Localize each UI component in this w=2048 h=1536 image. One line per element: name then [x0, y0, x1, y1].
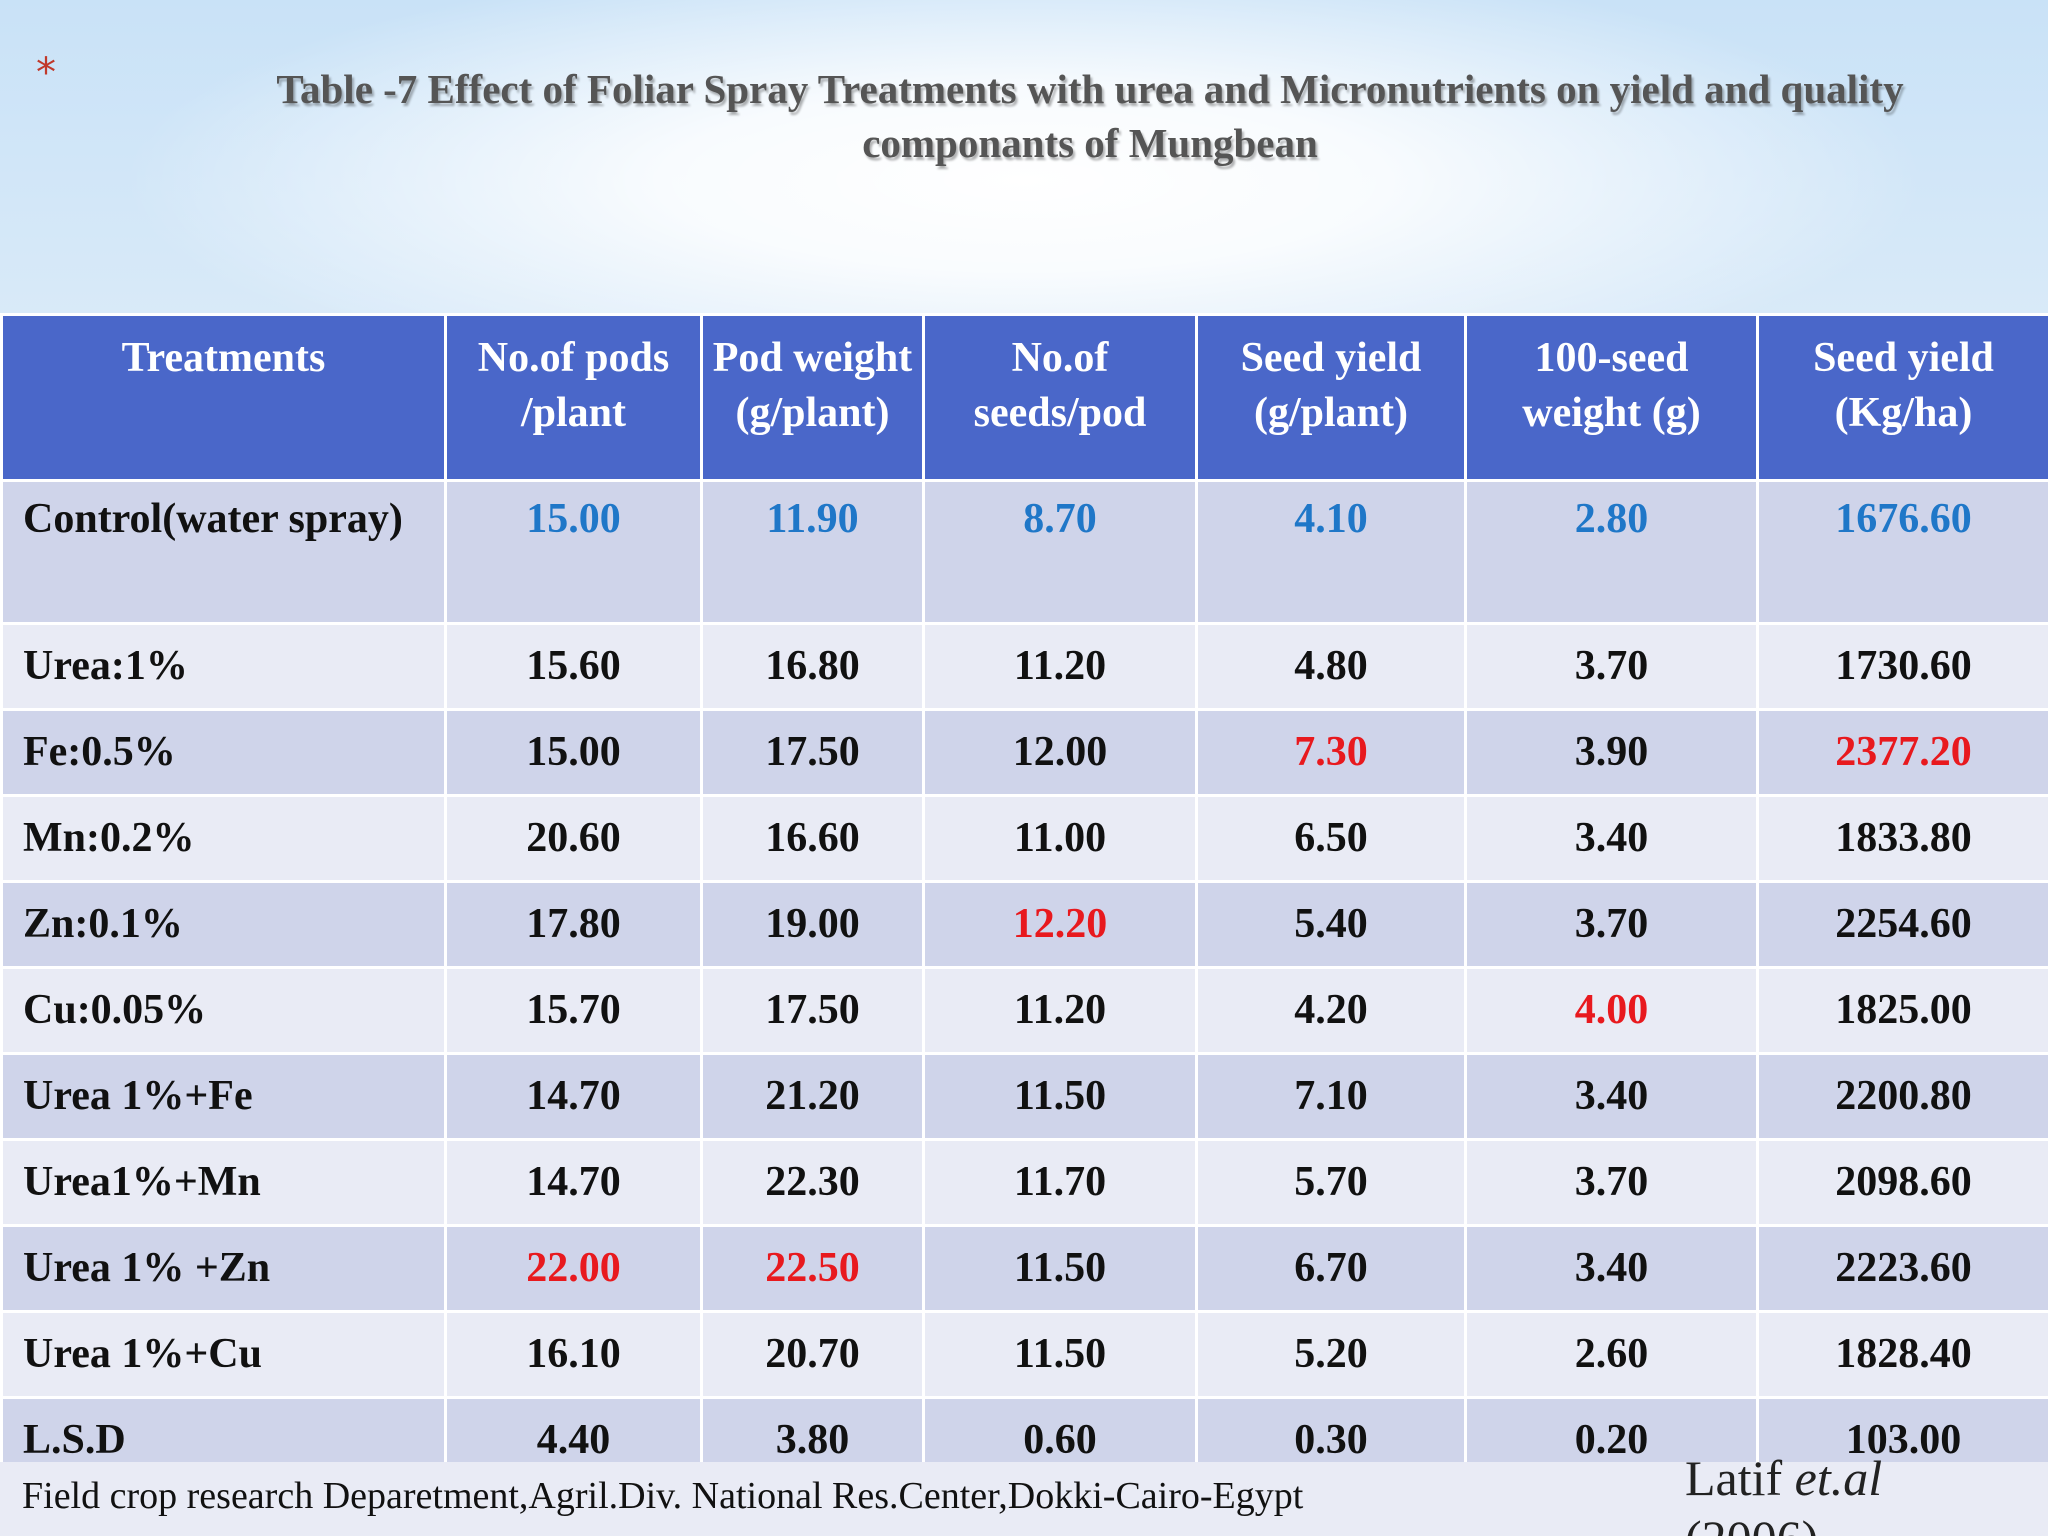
value-cell: 4.20 — [1195, 966, 1467, 1055]
table-row: Mn:0.2% 20.60 16.60 11.00 6.50 3.40 1833… — [0, 794, 2048, 883]
treatment-cell: Cu:0.05% — [0, 966, 447, 1055]
table-row: Urea 1%+Fe 14.70 21.20 11.50 7.10 3.40 2… — [0, 1052, 2048, 1141]
treatment-cell: Urea 1%+Cu — [0, 1310, 447, 1399]
table-row: Zn:0.1% 17.80 19.00 12.20 5.40 3.70 2254… — [0, 880, 2048, 969]
value-cell: 4.10 — [1195, 479, 1467, 625]
value-cell: 17.50 — [700, 708, 925, 797]
header-pods-per-plant: No.of pods /plant — [444, 313, 703, 482]
treatment-cell: Zn:0.1% — [0, 880, 447, 969]
value-cell: 1730.60 — [1756, 622, 2048, 711]
value-cell: 11.50 — [922, 1052, 1198, 1141]
value-cell: 15.60 — [444, 622, 703, 711]
value-cell: 11.00 — [922, 794, 1198, 883]
value-cell: 15.00 — [444, 708, 703, 797]
value-cell: 1825.00 — [1756, 966, 2048, 1055]
treatment-cell: Urea 1% +Zn — [0, 1224, 447, 1313]
value-cell: 4.40 — [444, 1396, 703, 1485]
value-cell: 2200.80 — [1756, 1052, 2048, 1141]
value-cell: 5.40 — [1195, 880, 1467, 969]
treatment-cell: Urea 1%+Fe — [0, 1052, 447, 1141]
value-cell: 16.60 — [700, 794, 925, 883]
treatment-cell: Urea1%+Mn — [0, 1138, 447, 1227]
table-row: Urea:1% 15.60 16.80 11.20 4.80 3.70 1730… — [0, 622, 2048, 711]
value-cell: 5.20 — [1195, 1310, 1467, 1399]
value-cell-highlight: 12.20 — [922, 880, 1198, 969]
value-cell: 2.80 — [1464, 479, 1759, 625]
value-cell: 16.80 — [700, 622, 925, 711]
results-table: Treatments No.of pods /plant Pod weight … — [0, 313, 2048, 1485]
value-cell: 3.40 — [1464, 1052, 1759, 1141]
header-pod-weight: Pod weight (g/plant) — [700, 313, 925, 482]
value-cell: 19.00 — [700, 880, 925, 969]
header-treatments: Treatments — [0, 313, 447, 482]
value-cell: 11.20 — [922, 966, 1198, 1055]
value-cell: 16.10 — [444, 1310, 703, 1399]
value-cell: 20.60 — [444, 794, 703, 883]
citation-author: Latif — [1685, 1450, 1783, 1506]
header-100-seed-weight: 100-seed weight (g) — [1464, 313, 1759, 482]
value-cell: 11.90 — [700, 479, 925, 625]
value-cell: 2098.60 — [1756, 1138, 2048, 1227]
table-row: Urea 1%+Cu 16.10 20.70 11.50 5.20 2.60 1… — [0, 1310, 2048, 1399]
value-cell: 11.20 — [922, 622, 1198, 711]
value-cell: 14.70 — [444, 1138, 703, 1227]
citation: Latif et.al (2006) — [1685, 1448, 1985, 1536]
value-cell-highlight: 2377.20 — [1756, 708, 2048, 797]
table-row: Urea1%+Mn 14.70 22.30 11.70 5.70 3.70 20… — [0, 1138, 2048, 1227]
table-row: Cu:0.05% 15.70 17.50 11.20 4.20 4.00 182… — [0, 966, 2048, 1055]
value-cell: 15.70 — [444, 966, 703, 1055]
value-cell: 3.70 — [1464, 1138, 1759, 1227]
header-seed-yield-ha: Seed yield (Kg/ha) — [1756, 313, 2048, 482]
treatment-cell: Control(water spray) — [0, 479, 447, 625]
value-cell: 17.80 — [444, 880, 703, 969]
title-bullet-star: * — [36, 50, 56, 96]
value-cell: 20.70 — [700, 1310, 925, 1399]
value-cell: 2223.60 — [1756, 1224, 2048, 1313]
value-cell: 3.40 — [1464, 1224, 1759, 1313]
value-cell: 3.70 — [1464, 880, 1759, 969]
value-cell: 11.50 — [922, 1310, 1198, 1399]
table-row: Urea 1% +Zn 22.00 22.50 11.50 6.70 3.40 … — [0, 1224, 2048, 1313]
value-cell: 14.70 — [444, 1052, 703, 1141]
footer-band — [0, 1462, 2048, 1536]
value-cell: 3.90 — [1464, 708, 1759, 797]
value-cell: 6.70 — [1195, 1224, 1467, 1313]
value-cell: 17.50 — [700, 966, 925, 1055]
value-cell: 8.70 — [922, 479, 1198, 625]
treatment-cell: Urea:1% — [0, 622, 447, 711]
source-note: Field crop research Deparetment,Agril.Di… — [22, 1475, 1304, 1517]
value-cell-highlight: 7.30 — [1195, 708, 1467, 797]
value-cell: 2254.60 — [1756, 880, 2048, 969]
header-seed-yield-plant: Seed yield (g/plant) — [1195, 313, 1467, 482]
value-cell: 11.70 — [922, 1138, 1198, 1227]
treatment-cell: Fe:0.5% — [0, 708, 447, 797]
value-cell: 1828.40 — [1756, 1310, 2048, 1399]
value-cell-highlight: 22.50 — [700, 1224, 925, 1313]
value-cell: 1833.80 — [1756, 794, 2048, 883]
value-cell: 6.50 — [1195, 794, 1467, 883]
table-row: Control(water spray) 15.00 11.90 8.70 4.… — [0, 479, 2048, 625]
value-cell: 1676.60 — [1756, 479, 2048, 625]
value-cell: 3.40 — [1464, 794, 1759, 883]
value-cell: 15.00 — [444, 479, 703, 625]
value-cell-highlight: 4.00 — [1464, 966, 1759, 1055]
value-cell: 4.80 — [1195, 622, 1467, 711]
value-cell: 12.00 — [922, 708, 1198, 797]
citation-year: (2006) — [1685, 1510, 1818, 1536]
value-cell: 21.20 — [700, 1052, 925, 1141]
treatment-cell: Mn:0.2% — [0, 794, 447, 883]
value-cell: 3.70 — [1464, 622, 1759, 711]
slide-title: Table -7 Effect of Foliar Spray Treatmen… — [276, 66, 1904, 166]
table-header-row: Treatments No.of pods /plant Pod weight … — [0, 313, 2048, 482]
citation-etal: et.al — [1794, 1450, 1883, 1506]
value-cell: 7.10 — [1195, 1052, 1467, 1141]
table-row: Fe:0.5% 15.00 17.50 12.00 7.30 3.90 2377… — [0, 708, 2048, 797]
value-cell: 5.70 — [1195, 1138, 1467, 1227]
value-cell: 11.50 — [922, 1224, 1198, 1313]
value-cell: 22.30 — [700, 1138, 925, 1227]
value-cell-highlight: 22.00 — [444, 1224, 703, 1313]
header-seeds-per-pod: No.of seeds/pod — [922, 313, 1198, 482]
value-cell: 2.60 — [1464, 1310, 1759, 1399]
